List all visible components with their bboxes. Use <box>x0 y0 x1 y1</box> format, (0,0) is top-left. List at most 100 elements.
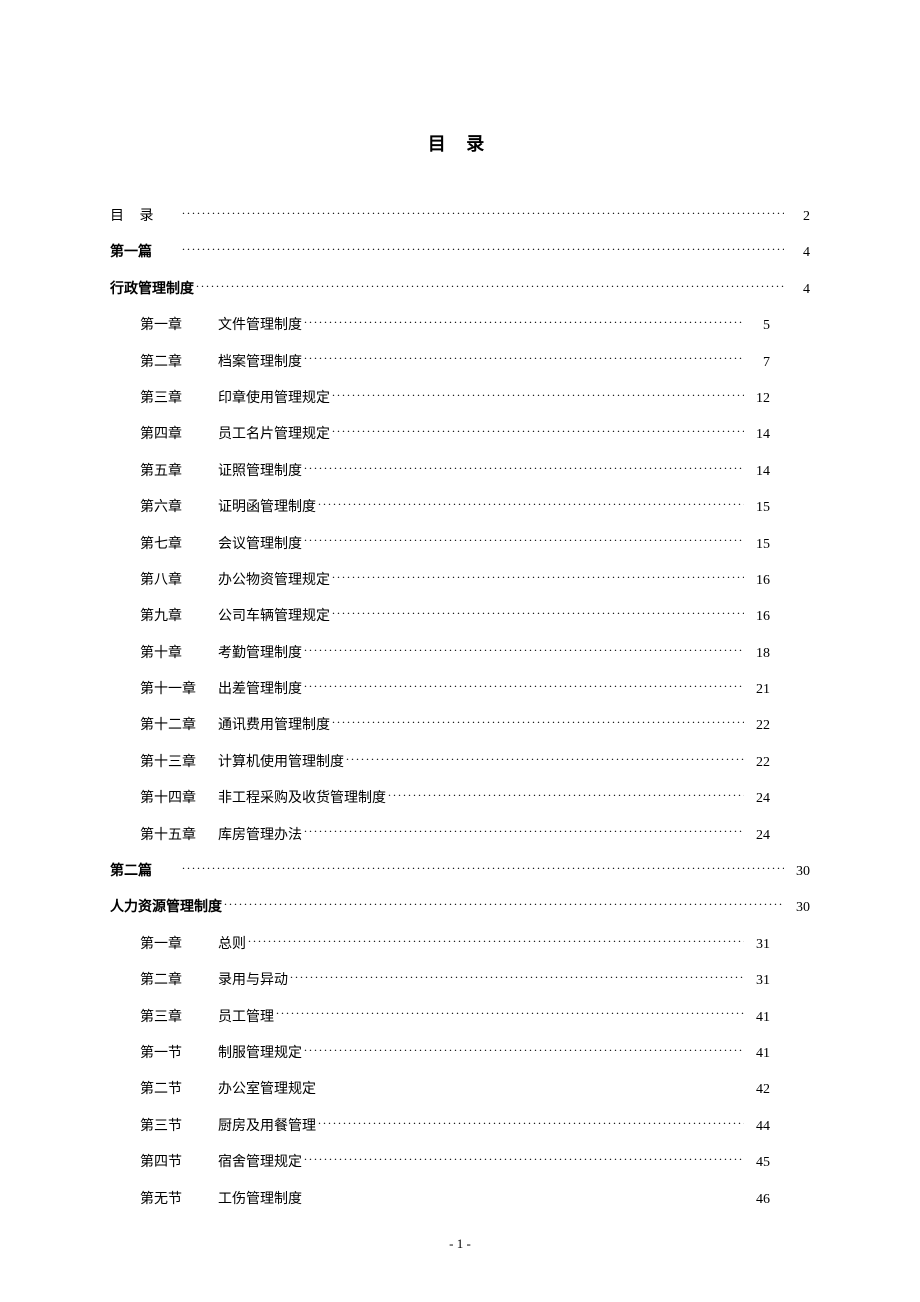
toc-title: 办公物资管理规定 <box>218 570 330 592</box>
toc-label: 第二篇 <box>110 861 180 883</box>
toc-label: 第十四章 <box>140 788 210 810</box>
toc-leader-dots <box>332 388 744 402</box>
toc-label: 第七章 <box>140 534 210 556</box>
toc-entry: 第一节制服管理规定 41 <box>110 1043 810 1065</box>
toc-entry: 第十一章出差管理制度21 <box>110 679 810 701</box>
toc-title: 印章使用管理规定 <box>218 388 330 410</box>
toc-entry: 第十三章计算机使用管理制度 22 <box>110 752 810 774</box>
toc-entry: 第一章文件管理制度5 <box>110 315 810 337</box>
toc-label: 第十一章 <box>140 679 210 701</box>
toc-page-number: 16 <box>746 570 770 592</box>
toc-label: 第一节 <box>140 1043 210 1065</box>
toc-title: 档案管理制度 <box>218 352 302 374</box>
toc-leader-dots <box>318 1116 744 1130</box>
toc-title: 证照管理制度 <box>218 461 302 483</box>
toc-page-number: 24 <box>746 788 770 810</box>
toc-leader-dots <box>304 643 744 657</box>
toc-leader-dots <box>304 679 744 693</box>
toc-title: 出差管理制度 <box>218 679 302 701</box>
toc-leader-dots <box>346 752 744 766</box>
page-footer: - 1 - <box>0 1236 920 1252</box>
toc-label: 第十三章 <box>140 752 210 774</box>
toc-label: 第十五章 <box>140 825 210 847</box>
toc-page-number: 22 <box>746 752 770 774</box>
toc-entry: 第十二章通讯费用管理制度22 <box>110 715 810 737</box>
toc-page-number: 42 <box>746 1079 770 1101</box>
toc-entry: 第四章员工名片管理规定 14 <box>110 424 810 446</box>
toc-leader-dots <box>332 715 744 729</box>
toc-leader-dots <box>224 897 784 911</box>
toc-page-number: 30 <box>786 897 810 919</box>
toc-page-number: 4 <box>786 279 810 301</box>
toc-entry: 第三节厨房及用餐管理44 <box>110 1116 810 1138</box>
toc-leader-dots <box>276 1007 744 1021</box>
toc-label: 第一篇 <box>110 242 180 264</box>
toc-page-number: 12 <box>746 388 770 410</box>
toc-leader-dots <box>304 352 744 366</box>
toc-label: 第六章 <box>140 497 210 519</box>
toc-entry: 第五章证照管理制度 14 <box>110 461 810 483</box>
toc-title: 考勤管理制度 <box>218 643 302 665</box>
toc-title: 计算机使用管理制度 <box>218 752 344 774</box>
toc-page-number: 41 <box>746 1043 770 1065</box>
toc-entry: 第十章考勤管理制度18 <box>110 643 810 665</box>
toc-title: 制服管理规定 <box>218 1043 302 1065</box>
toc-label: 第一章 <box>140 934 210 956</box>
toc-label: 第九章 <box>140 606 210 628</box>
toc-title: 文件管理制度 <box>218 315 302 337</box>
toc-label: 第一章 <box>140 315 210 337</box>
toc-leader-dots <box>182 242 784 256</box>
toc-entry: 第二章录用与异动31 <box>110 970 810 992</box>
toc-leader-dots <box>182 206 784 220</box>
toc-entry: 第一章总则31 <box>110 934 810 956</box>
toc-label: 第二章 <box>140 352 210 374</box>
toc-page-number: 15 <box>746 534 770 556</box>
toc-title: 厨房及用餐管理 <box>218 1116 316 1138</box>
toc-title: 员工名片管理规定 <box>218 424 330 446</box>
toc-label: 第二章 <box>140 970 210 992</box>
toc-leader-dots <box>304 534 744 548</box>
toc-entry: 第二节办公室管理规定 42 <box>110 1079 810 1101</box>
toc-entry: 第八章办公物资管理规定16 <box>110 570 810 592</box>
toc-title: 办公室管理规定 <box>218 1079 316 1101</box>
toc-entry: 第无节工伤管理制度46 <box>110 1189 810 1211</box>
toc-page-number: 4 <box>786 242 810 264</box>
toc-page-number: 24 <box>746 825 770 847</box>
toc-entry: 第三章员工管理 41 <box>110 1007 810 1029</box>
toc-leader-dots <box>182 861 784 875</box>
toc-label: 第十章 <box>140 643 210 665</box>
toc-leader-dots <box>388 788 744 802</box>
toc-title: 公司车辆管理规定 <box>218 606 330 628</box>
document-title: 目 录 <box>110 130 810 156</box>
toc-leader-dots <box>304 825 744 839</box>
toc-entry: 第十五章库房管理办法 24 <box>110 825 810 847</box>
toc-page-number: 14 <box>746 461 770 483</box>
toc-label: 第四节 <box>140 1152 210 1174</box>
toc-leader-dots <box>304 1152 744 1166</box>
toc-label: 第三章 <box>140 388 210 410</box>
toc-title: 员工管理 <box>218 1007 274 1029</box>
toc-title: 工伤管理制度 <box>218 1189 302 1211</box>
toc-page-number: 14 <box>746 424 770 446</box>
toc-title: 录用与异动 <box>218 970 288 992</box>
toc-page-number: 41 <box>746 1007 770 1029</box>
toc-label: 第四章 <box>140 424 210 446</box>
toc-page-number: 15 <box>746 497 770 519</box>
toc-page-number: 45 <box>746 1152 770 1174</box>
toc-label: 第二节 <box>140 1079 210 1101</box>
toc-leader-dots <box>318 1079 744 1093</box>
toc-label: 第三章 <box>140 1007 210 1029</box>
toc-label: 第十二章 <box>140 715 210 737</box>
toc-title: 非工程采购及收货管理制度 <box>218 788 386 810</box>
toc-title: 库房管理办法 <box>218 825 302 847</box>
toc-title: 会议管理制度 <box>218 534 302 556</box>
toc-entry: 目 录2 <box>110 206 810 228</box>
toc-label: 人力资源管理制度 <box>110 897 222 919</box>
toc-label: 第五章 <box>140 461 210 483</box>
toc-entry: 人力资源管理制度 30 <box>110 897 810 919</box>
toc-label: 行政管理制度 <box>110 279 194 301</box>
toc-page-number: 2 <box>786 206 810 228</box>
toc-leader-dots <box>332 424 744 438</box>
toc-leader-dots <box>332 606 744 620</box>
toc-page-number: 7 <box>746 352 770 374</box>
